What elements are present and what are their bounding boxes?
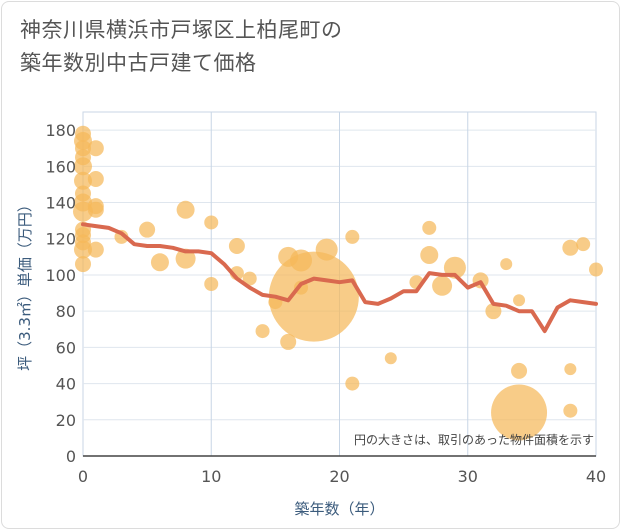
data-bubble [511,362,528,379]
title-line-2: 築年数別中古戸建て価格 [20,51,257,75]
y-axis-label: 坪（3.3㎡）単価（万円） [16,197,34,371]
data-bubble [589,262,603,277]
data-bubble [345,376,360,391]
data-bubble [75,149,91,166]
data-bubble [420,246,439,265]
data-bubble [562,239,579,256]
data-bubble [75,125,91,142]
data-bubble [75,185,91,202]
data-bubble [74,171,92,190]
y-tick-label: 100 [45,266,76,285]
y-tick-label: 160 [45,157,76,176]
x-tick-label: 30 [458,467,478,486]
y-tick-label: 60 [56,338,76,357]
y-tick-label: 0 [66,447,76,466]
data-bubble [87,170,104,187]
chart-title: 神奈川県横浜市戸塚区上柏尾町の 築年数別中古戸建て価格 [20,14,343,80]
data-bubble [75,256,91,273]
data-bubble [485,303,502,320]
data-bubble [563,403,578,418]
y-tick-label: 180 [45,121,76,140]
data-bubble [280,333,297,350]
data-bubble [139,221,156,238]
y-tick-label: 40 [56,375,76,394]
data-bubble [228,237,245,254]
y-tick-label: 20 [56,411,76,430]
data-bubble [204,215,219,230]
data-bubble [513,294,526,307]
data-bubble [87,201,104,218]
data-bubble [255,324,270,339]
y-tick-label: 140 [45,194,76,213]
x-tick-label: 10 [201,467,221,486]
data-bubble [87,140,104,157]
data-bubble [345,229,360,244]
data-bubble [176,200,195,219]
x-tick-label: 40 [586,467,606,486]
x-axis-label: 築年数（年） [294,500,384,518]
x-tick-label: 20 [329,467,349,486]
tick-labels: 0 20 40 60 80 100 120 140 160 180 0 10 20 30 40 [45,121,606,486]
y-tick-label: 120 [45,230,76,249]
data-bubble [175,248,196,269]
data-bubble [75,234,91,251]
data-bubble [204,277,219,291]
data-bubble [150,253,169,272]
data-bubble [564,363,577,376]
x-tick-label: 0 [78,467,88,486]
title-line-1: 神奈川県横浜市戸塚区上柏尾町の [20,18,343,42]
trend-line [81,222,598,334]
data-bubble [422,220,437,235]
data-bubble [491,384,548,441]
size-annotation: 円の大きさは、取引のあった物件面積を示す [354,432,594,447]
data-bubble [384,352,397,365]
data-bubble [315,238,338,261]
data-bubble [278,246,299,267]
data-bubble [87,241,104,258]
data-bubble [576,237,591,252]
y-tick-label: 80 [56,302,76,321]
bubble-layer [73,125,603,441]
data-bubble [432,275,453,296]
data-bubble [268,251,359,342]
data-bubble [500,258,513,271]
data-bubble [242,271,257,286]
